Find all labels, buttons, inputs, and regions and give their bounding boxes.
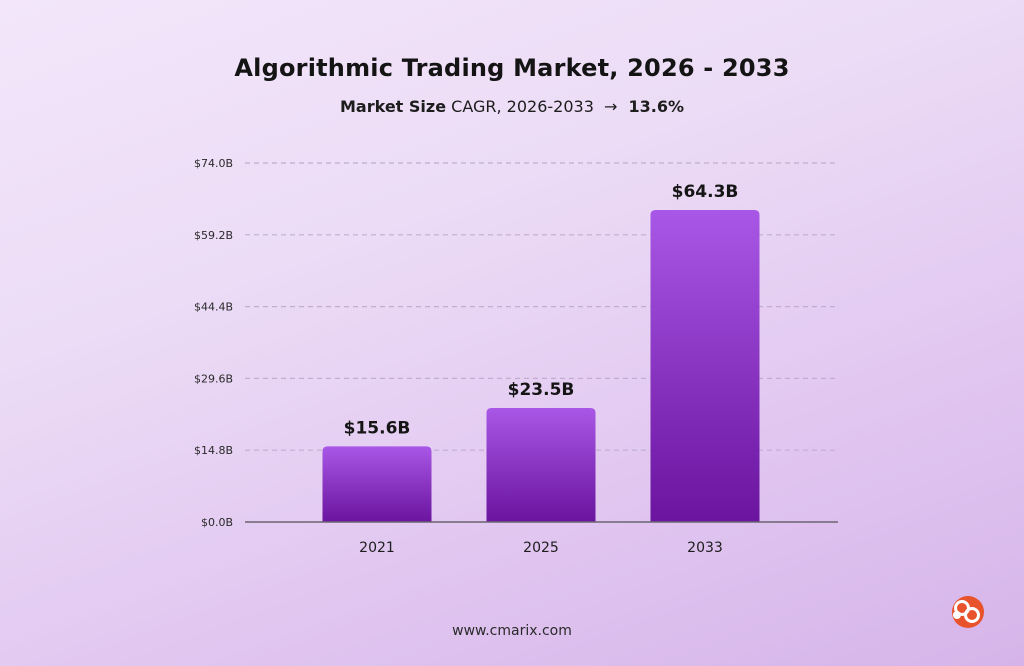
x-axis-ticks: 2021 2025 2033 bbox=[359, 540, 723, 556]
bar-value-label: $64.3B bbox=[672, 182, 739, 202]
x-tick-label: 2033 bbox=[687, 540, 723, 556]
subtitle-metric: Market Size bbox=[340, 97, 447, 116]
bar bbox=[650, 210, 760, 522]
y-tick-label: $29.6B bbox=[194, 372, 233, 385]
x-tick-label: 2021 bbox=[359, 540, 395, 556]
bar bbox=[322, 446, 432, 522]
subtitle-cagr-label: CAGR, 2026-2033 bbox=[451, 97, 594, 116]
y-tick-label: $59.2B bbox=[194, 229, 233, 242]
y-tick-label: $74.0B bbox=[194, 157, 233, 170]
chart-subtitle: Market Size CAGR, 2026-2033 → 13.6% bbox=[0, 97, 1024, 116]
bars bbox=[322, 210, 760, 522]
y-axis-ticks: $0.0B $14.8B $29.6B $44.4B $59.2B $74.0B bbox=[194, 157, 233, 529]
y-tick-label: $14.8B bbox=[194, 444, 233, 457]
y-tick-label: $0.0B bbox=[201, 516, 233, 529]
bar-value-label: $15.6B bbox=[344, 418, 411, 438]
subtitle-cagr-value: 13.6% bbox=[628, 97, 684, 116]
cmarix-logo-icon bbox=[948, 592, 988, 636]
arrow-right-icon: → bbox=[603, 97, 618, 116]
value-labels: $15.6B $23.5B $64.3B bbox=[344, 182, 739, 438]
bar-value-label: $23.5B bbox=[508, 380, 575, 400]
y-tick-label: $44.4B bbox=[194, 301, 233, 314]
website-url[interactable]: www.cmarix.com bbox=[452, 623, 572, 639]
chart-title: Algorithmic Trading Market, 2026 - 2033 bbox=[234, 54, 790, 82]
x-tick-label: 2025 bbox=[523, 540, 559, 556]
bar bbox=[486, 407, 596, 522]
